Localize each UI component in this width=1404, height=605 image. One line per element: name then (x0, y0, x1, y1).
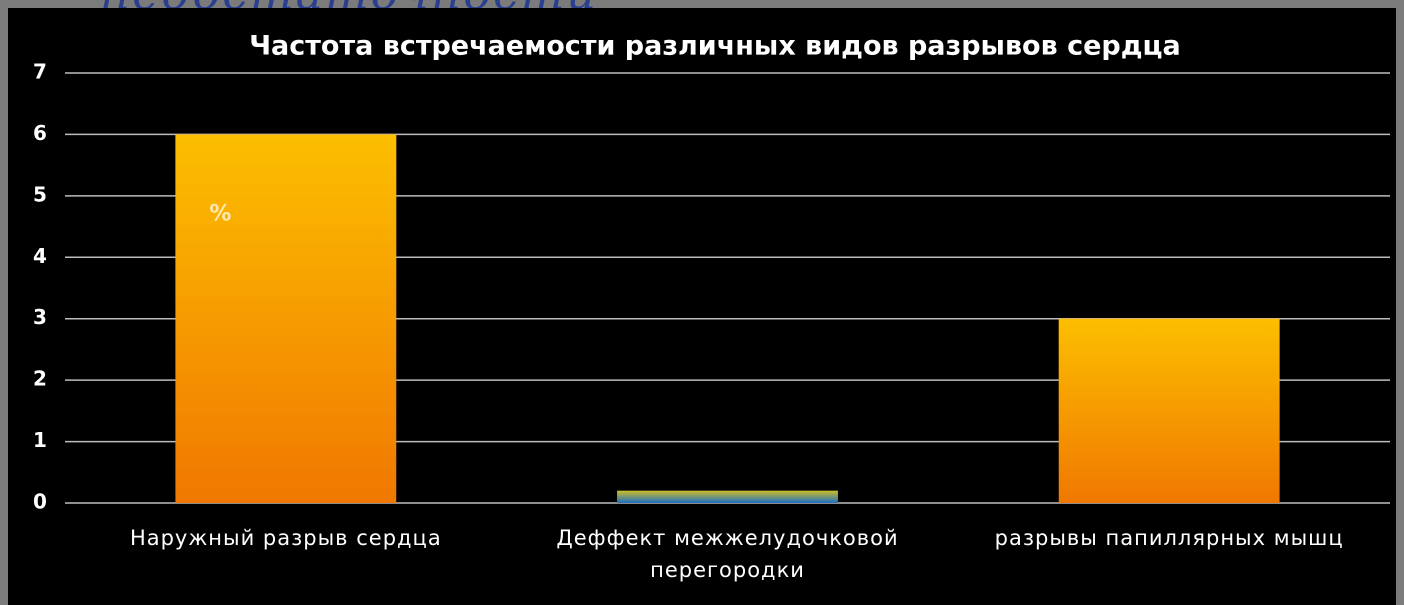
y-tick-label: 7 (33, 60, 47, 84)
chart-title: Частота встречаемости различных видов ра… (249, 31, 1181, 62)
y-tick-label: 4 (33, 244, 47, 268)
x-tick-label: Наружный разрыв сердца (129, 526, 442, 550)
y-tick-label: 6 (33, 121, 47, 145)
y-tick-label: 0 (33, 490, 47, 514)
x-tick-label: Деффект межжелудочковой перегородки (556, 526, 899, 582)
y-tick-label: 5 (33, 182, 47, 206)
bar (617, 490, 838, 503)
y-tick-label: 3 (33, 305, 47, 329)
x-tick-label: разрывы папиллярных мышц (994, 526, 1344, 550)
bar (175, 134, 397, 503)
y-tick-label: 1 (33, 428, 47, 452)
bar (1058, 318, 1280, 503)
y-tick-label: 2 (33, 367, 47, 391)
annotation: % (209, 201, 231, 226)
